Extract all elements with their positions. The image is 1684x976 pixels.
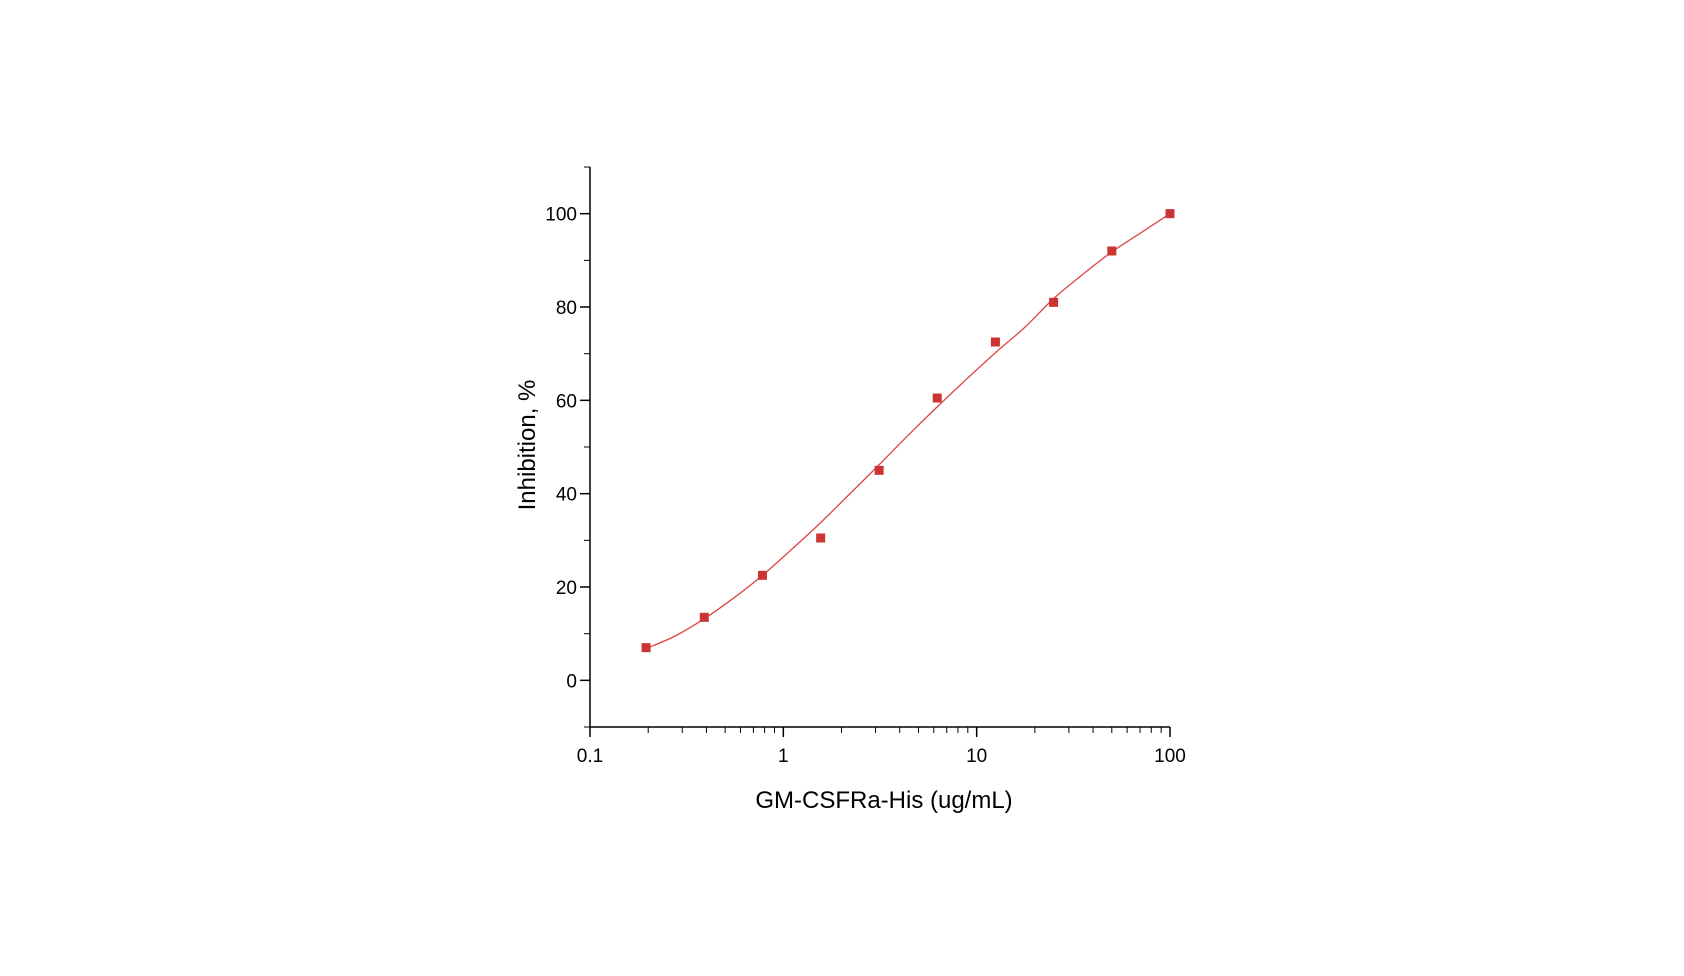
x-tick-label: 100	[1154, 746, 1186, 767]
data-point	[699, 612, 709, 622]
x-tick-label: 0.1	[577, 746, 603, 767]
y-axis-ticks	[580, 166, 590, 728]
data-point	[757, 570, 767, 580]
data-point	[1165, 209, 1175, 219]
y-tick-label: 40	[556, 485, 577, 506]
x-tick-label: 1	[778, 746, 789, 767]
y-tick-label: 100	[545, 205, 577, 226]
y-tick-label: 80	[556, 298, 577, 319]
data-point	[874, 465, 884, 475]
data-point	[816, 533, 826, 543]
x-tick-label: 10	[966, 746, 987, 767]
x-axis-major-ticks	[589, 727, 1171, 737]
data-markers	[641, 209, 1175, 653]
data-point	[990, 337, 1000, 347]
fit-curve-line	[645, 213, 1171, 650]
y-tick-label: 60	[556, 391, 577, 412]
y-tick-label: 0	[566, 671, 577, 692]
data-point	[932, 393, 942, 403]
x-axis-minor-ticks	[647, 727, 1162, 733]
data-point	[1107, 246, 1117, 256]
y-tick-label: 20	[556, 578, 577, 599]
x-axis-title: GM-CSFRa-His (ug/mL)	[755, 787, 1012, 814]
data-point	[641, 643, 651, 653]
x-axis-tick-labels: 0.1 1 10 100	[577, 746, 1186, 767]
y-axis-tick-labels: 0 20 40 60 80 100	[545, 205, 577, 693]
data-point	[1049, 297, 1059, 307]
y-axis-title: Inhibition, %	[514, 380, 541, 511]
